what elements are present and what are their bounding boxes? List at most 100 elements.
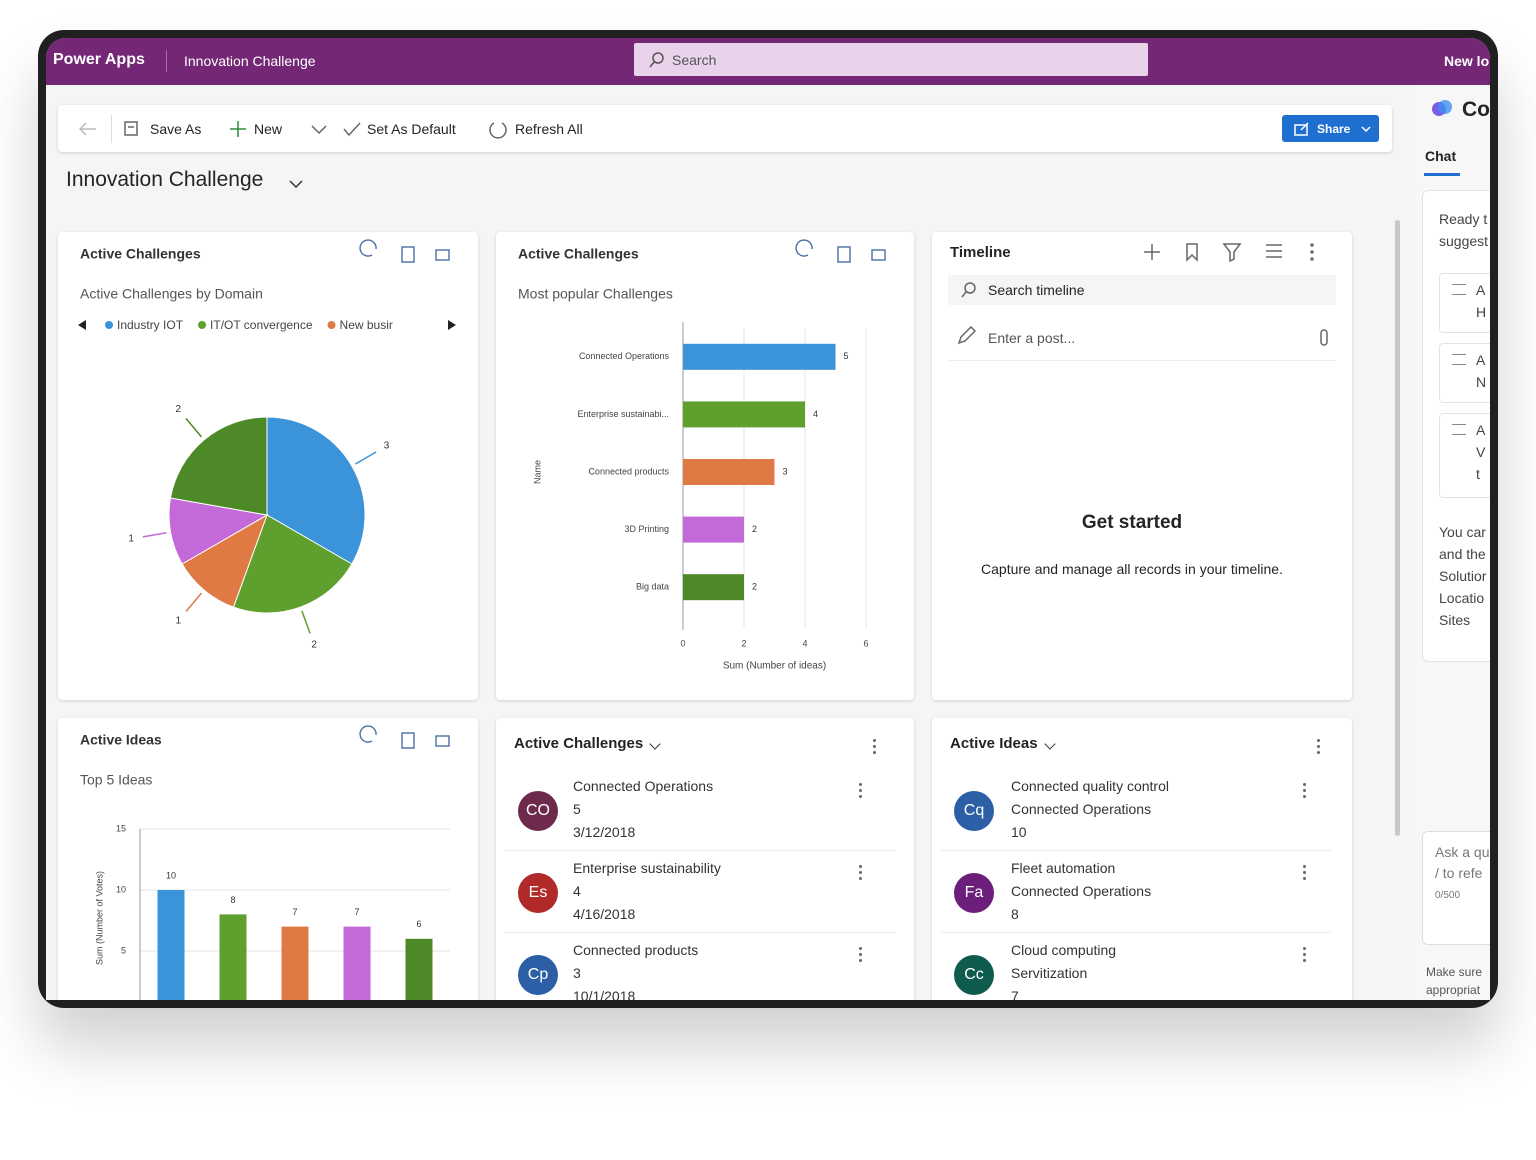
pie-slice: [181, 513, 268, 608]
row-menu-dot: [1303, 783, 1306, 786]
share-button[interactable]: Share: [1282, 115, 1379, 142]
list-card: Active Ideas Cq Connected quality control C…: [932, 718, 1352, 1000]
new-button[interactable]: New: [254, 121, 283, 137]
leader-line: [185, 417, 203, 438]
copilot-title: Co: [1462, 98, 1490, 121]
card-title: Active Challenges: [80, 246, 201, 262]
list-card: Active Challenges CO Connected Operations 5…: [496, 718, 914, 1000]
bar: [683, 459, 775, 485]
row-text: Cloud computing: [1011, 942, 1117, 958]
row-menu-dot: [859, 783, 862, 786]
refresh-icon[interactable]: [359, 725, 377, 743]
data-label: 7: [354, 907, 359, 917]
post-input[interactable]: Enter a post...: [988, 330, 1076, 346]
chart-card: Active Challenges Most popular Challenges…: [496, 232, 914, 700]
timeline-search-placeholder: Search timeline: [988, 282, 1085, 298]
user-menu[interactable]: New lo: [1444, 53, 1490, 69]
card-menu-dot: [873, 739, 876, 742]
row-menu-dot: [1303, 877, 1306, 880]
refresh-icon[interactable]: [795, 239, 813, 257]
card-text: A: [1476, 282, 1486, 298]
timeline-search[interactable]: Search timeline: [948, 275, 1336, 305]
app-name[interactable]: Power Apps: [53, 51, 145, 68]
icon-shape: [795, 239, 813, 257]
y-tick-label: 15: [116, 823, 126, 833]
app-context[interactable]: Innovation Challenge: [184, 53, 316, 69]
row-text: Enterprise sustainability: [573, 860, 721, 876]
disclaimer: appropriat: [1426, 983, 1481, 997]
x-tick-label: 0: [680, 638, 685, 648]
card-text: N: [1476, 374, 1487, 390]
chevron: [1044, 738, 1056, 750]
expand-icon[interactable]: [435, 249, 450, 261]
input-hint: / to refe: [1435, 865, 1483, 881]
list-title[interactable]: Active Challenges: [514, 735, 644, 752]
copilot-input[interactable]: Ask a qu / to refe 0/500: [1422, 831, 1490, 945]
y-tick-label: 5: [121, 945, 126, 955]
export-icon[interactable]: [837, 246, 851, 263]
scrollbar[interactable]: [1395, 220, 1400, 836]
y-tick-label: Connected products: [588, 466, 669, 476]
row-menu-dot: [1303, 947, 1306, 950]
search-box[interactable]: Search: [634, 43, 1148, 76]
chart-subtitle: Active Challenges by Domain: [80, 286, 263, 302]
icon-shape: [871, 249, 886, 261]
export-icon[interactable]: [401, 246, 415, 263]
data-label: 2: [311, 639, 317, 650]
copilot-text: Locatio: [1439, 590, 1485, 606]
export-icon[interactable]: [401, 732, 415, 749]
list-row[interactable]: Es Enterprise sustainability 4 4/16/2018: [504, 851, 896, 933]
data-label: 7: [292, 907, 297, 917]
row-text: Servitization: [1011, 965, 1088, 981]
chart-card: Active Challenges Active Challenges by Do…: [58, 232, 478, 700]
list-row[interactable]: Cq Connected quality control Connected Ope…: [940, 769, 1332, 851]
refresh-icon[interactable]: [359, 239, 377, 257]
list-row[interactable]: Cc Cloud computing Servitization 7: [940, 933, 1332, 1000]
chat-tab[interactable]: Chat: [1425, 148, 1457, 164]
leader-line: [185, 592, 203, 613]
list-title[interactable]: Active Ideas: [950, 735, 1038, 752]
list-row[interactable]: CO Connected Operations 5 3/12/2018: [504, 769, 896, 851]
data-label: 1: [128, 534, 134, 545]
row-menu-dot: [859, 877, 862, 880]
legend-label: New busir: [340, 318, 393, 332]
row-text: 3: [573, 965, 581, 981]
avatar: Cc: [954, 955, 994, 995]
expand-icon[interactable]: [871, 249, 886, 261]
app-window: Power Apps Innovation Challenge Search N…: [46, 38, 1490, 1000]
list-row[interactable]: Cp Connected products 3 10/1/2018: [504, 933, 896, 1000]
empty-title: Get started: [1081, 512, 1183, 533]
row-text: Connected products: [573, 942, 699, 958]
data-label: 3: [384, 441, 390, 452]
icon-shape: [401, 246, 415, 263]
bar: [683, 516, 744, 543]
top-bar: Power Apps Innovation Challenge Search N…: [46, 38, 1490, 85]
bar: [343, 926, 371, 1000]
card-icon: [1452, 424, 1466, 435]
row-text: Connected Operations: [1011, 801, 1152, 817]
expand-icon[interactable]: [435, 735, 450, 747]
legend-swatch: [105, 321, 113, 329]
page-title[interactable]: Innovation Challenge: [66, 168, 264, 191]
row-menu-dot: [859, 795, 862, 798]
timeline-card: Timeline Search timeline Enter a post...…: [932, 232, 1352, 700]
bar-chart: Active Challenges Most popular Challenges…: [518, 239, 886, 672]
card-menu-dot: [873, 745, 876, 748]
save-as-button[interactable]: Save As: [150, 121, 202, 137]
chevron: [649, 738, 661, 750]
char-counter: 0/500: [1435, 890, 1461, 901]
avatar: CO: [518, 791, 558, 831]
row-text: 10: [1011, 824, 1027, 840]
row-text: 8: [1011, 906, 1019, 922]
command-bar: Save As New Set As Default Refresh All S…: [58, 105, 1392, 152]
legend-prev: [78, 320, 86, 330]
list-row[interactable]: Fa Fleet automation Connected Operations 8: [940, 851, 1332, 933]
row-menu-dot: [1303, 953, 1306, 956]
data-label: 2: [176, 404, 182, 415]
refresh-button[interactable]: Refresh All: [515, 121, 583, 137]
set-default-button[interactable]: Set As Default: [367, 121, 456, 137]
